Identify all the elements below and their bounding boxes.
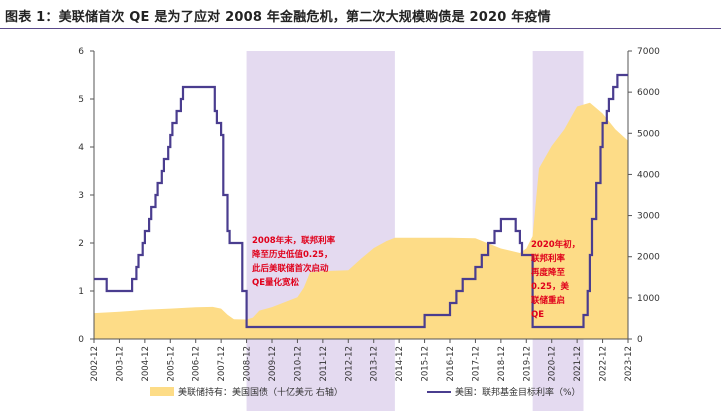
annotation-2008-line: 2008年末，联邦利率 — [252, 235, 336, 246]
legend: 美联储持有：美国国债（十亿美元 右轴） 美国：联邦基金目标利率（%） — [150, 386, 581, 398]
left-tick-label: 5 — [78, 95, 84, 105]
treasury-holdings-area — [94, 102, 628, 339]
annotation-2008-line: QE量化宽松 — [252, 277, 300, 288]
fed-funds-rate-line — [94, 73, 628, 329]
x-tick-label: 2006-12 — [192, 346, 202, 382]
annotation-2008-line: 降至历史低值0.25， — [252, 249, 332, 260]
x-tick-label: 2004-12 — [141, 346, 151, 382]
right-tick-label: 5000 — [637, 129, 660, 139]
annotation-2020-line: 联储重启 — [531, 295, 565, 306]
x-tick-label: 2005-12 — [166, 346, 176, 382]
title-bar: 图表 1：美联储首次 QE 是为了应对 2008 年金融危机，第二次大规模购债是… — [0, 0, 721, 29]
area-series — [94, 102, 628, 339]
x-tick-label: 2014-12 — [395, 346, 405, 382]
x-tick-label: 2008-12 — [243, 346, 253, 382]
x-tick-label: 2015-12 — [421, 346, 431, 382]
annotation-2008-line: 此后美联储首次启动 — [252, 263, 329, 274]
x-tick-label: 2003-12 — [115, 346, 125, 382]
x-tick-label: 2021-12 — [573, 346, 583, 382]
axes: 0 1 2 3 4 5 6 0 1000 2000 3000 4000 5000 6000 7000 2002… — [78, 47, 660, 382]
shaded-period — [246, 51, 395, 411]
x-tick-label: 2011-12 — [319, 346, 329, 382]
chart-title: 图表 1：美联储首次 QE 是为了应对 2008 年金融危机，第二次大规模购债是… — [5, 10, 551, 25]
left-tick-label: 4 — [78, 143, 84, 153]
legend-line-label: 美国：联邦基金目标利率（%） — [455, 386, 581, 398]
legend-area-swatch — [150, 387, 174, 396]
x-tick-label: 2022-12 — [599, 346, 609, 382]
right-tick-label: 7000 — [637, 47, 660, 57]
right-tick-label: 3000 — [637, 212, 660, 222]
right-tick-label: 6000 — [637, 88, 660, 98]
x-tick-label: 2023-12 — [624, 346, 634, 382]
x-tick-label: 2019-12 — [522, 346, 532, 382]
annotations: 2008年末，联邦利率降至历史低值0.25， 此后美联储首次启动 QE量化宽松 202… — [252, 235, 580, 320]
annotation-2020-line: 联邦利率 — [531, 253, 566, 264]
annotation-2020-line: 2020年初， — [531, 239, 580, 250]
left-tick-label: 6 — [78, 47, 84, 57]
annotation-2020: 2020年初， 联邦利率再度降至 0.25，美联储重启 QE — [531, 239, 580, 320]
left-tick-label: 1 — [78, 287, 84, 297]
x-tick-label: 2020-12 — [548, 346, 558, 382]
x-tick-label: 2007-12 — [217, 346, 227, 382]
x-tick-label: 2010-12 — [293, 346, 303, 382]
annotation-2020-line: 再度降至 — [531, 267, 566, 278]
right-tick-label: 4000 — [637, 170, 660, 180]
x-tick-label: 2012-12 — [344, 346, 354, 382]
x-tick-label: 2013-12 — [370, 346, 380, 382]
legend-area-label: 美联储持有：美国国债（十亿美元 右轴） — [178, 386, 343, 398]
annotation-2008: 2008年末，联邦利率降至历史低值0.25， 此后美联储首次启动 QE量化宽松 — [252, 235, 336, 288]
left-tick-label: 3 — [78, 191, 84, 201]
right-tick-label: 2000 — [637, 253, 660, 263]
right-tick-label: 0 — [637, 335, 643, 345]
annotation-2020-line: QE — [531, 310, 544, 320]
left-tick-label: 0 — [78, 335, 84, 345]
x-tick-label: 2016-12 — [446, 346, 456, 382]
annotation-2020-line: 0.25，美 — [531, 281, 569, 292]
x-tick-label: 2009-12 — [268, 346, 278, 382]
line-series — [94, 73, 628, 329]
x-tick-label: 2017-12 — [471, 346, 481, 382]
right-tick-label: 1000 — [637, 294, 660, 304]
x-tick-label: 2002-12 — [90, 346, 100, 382]
left-tick-label: 2 — [78, 239, 84, 249]
x-tick-label: 2018-12 — [497, 346, 507, 382]
